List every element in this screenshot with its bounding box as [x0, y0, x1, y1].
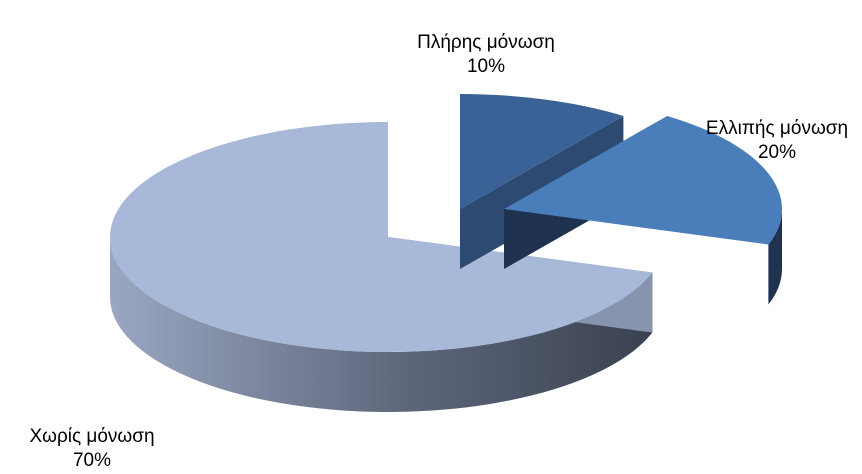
- slice-top: [109, 122, 653, 352]
- slice-top: [504, 115, 783, 245]
- slice-label-no-insulation: Χωρίς μόνωση 70%: [6, 425, 178, 473]
- slice-label-partial-insulation: Ελλιπής μόνωση 20%: [692, 117, 862, 165]
- slice-side: [768, 209, 782, 305]
- slice-top: [460, 94, 624, 209]
- slice-label-full-insulation: Πλήρης μόνωση 10%: [404, 31, 568, 79]
- pie-slice-2: [109, 122, 653, 412]
- slice-name: Χωρίς μόνωση: [29, 426, 155, 447]
- slice-name: Πλήρης μόνωση: [417, 32, 555, 53]
- slice-percent: 20%: [757, 142, 797, 163]
- slice-percent: 70%: [72, 450, 112, 471]
- slice-percent: 10%: [466, 56, 506, 77]
- pie-slice-1: [504, 115, 783, 305]
- slice-name: Ελλιπής μόνωση: [705, 118, 849, 139]
- pie-slices: [109, 94, 783, 412]
- slice-side: [110, 237, 653, 412]
